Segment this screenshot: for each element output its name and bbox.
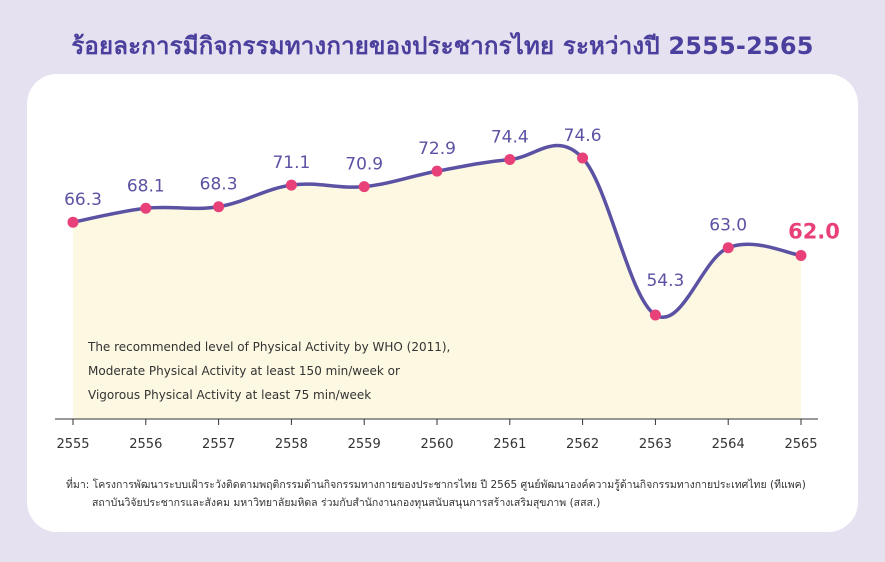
x-tick-label: 2565	[784, 437, 817, 452]
x-tick-label: 2562	[566, 437, 599, 452]
data-point	[577, 152, 589, 164]
data-point	[649, 309, 661, 321]
data-label: 68.3	[200, 175, 238, 195]
data-label: 70.9	[345, 155, 383, 175]
data-point	[795, 249, 807, 261]
note-line: Vigorous Physical Activity at least 75 m…	[88, 388, 372, 402]
source-line: ที่มา: โครงการพัฒนาระบบเฝ้าระวังติดตามพฤ…	[66, 479, 806, 491]
data-point	[504, 154, 516, 166]
data-label: 66.3	[64, 190, 102, 210]
x-axis-tick-labels: 2555 2556 2557 2558 2559 2560 2561 2562 2563 2564…	[56, 437, 817, 452]
data-labels: 66.3 68.1 68.3 71.1 70.9 72.9 74.4 74.6 54.3 63.0…	[64, 126, 840, 291]
note-line: Moderate Physical Activity at least 150 …	[88, 364, 400, 378]
data-point	[213, 201, 225, 213]
source-line: สถาบันวิจัยประชากรและสังคม มหาวิทยาลัยมห…	[92, 497, 601, 509]
area-fill	[73, 145, 801, 419]
data-label: 74.4	[491, 128, 529, 148]
data-label: 72.9	[418, 139, 456, 159]
data-label: 63.0	[709, 216, 747, 236]
data-label: 71.1	[272, 153, 310, 173]
x-tick-label: 2559	[348, 437, 381, 452]
data-point	[140, 202, 152, 214]
source-citation: ที่มา: โครงการพัฒนาระบบเฝ้าระวังติดตามพฤ…	[66, 476, 856, 512]
data-label: 74.6	[564, 126, 602, 146]
data-point	[722, 242, 734, 254]
data-point	[358, 181, 370, 193]
data-label: 54.3	[646, 271, 684, 291]
x-axis-ticks	[72, 419, 802, 425]
x-tick-label: 2555	[56, 437, 89, 452]
data-point	[431, 165, 443, 177]
x-tick-label: 2560	[420, 437, 453, 452]
data-label: 68.1	[127, 176, 165, 196]
x-tick-label: 2564	[712, 437, 745, 452]
x-tick-label: 2557	[202, 437, 235, 452]
who-recommendation-note: The recommended level of Physical Activi…	[88, 335, 468, 407]
x-tick-label: 2561	[493, 437, 526, 452]
chart-title: ร้อยละการมีกิจกรรมทางกายของประชากรไทย ระ…	[71, 32, 814, 60]
note-line: The recommended level of Physical Activi…	[88, 340, 451, 354]
series-line	[71, 143, 803, 320]
data-points	[67, 152, 807, 321]
data-point	[67, 216, 79, 228]
x-tick-label: 2556	[129, 437, 162, 452]
x-tick-label: 2563	[639, 437, 672, 452]
x-tick-label: 2558	[275, 437, 308, 452]
data-label: 62.0	[788, 219, 840, 243]
data-point	[285, 179, 297, 191]
